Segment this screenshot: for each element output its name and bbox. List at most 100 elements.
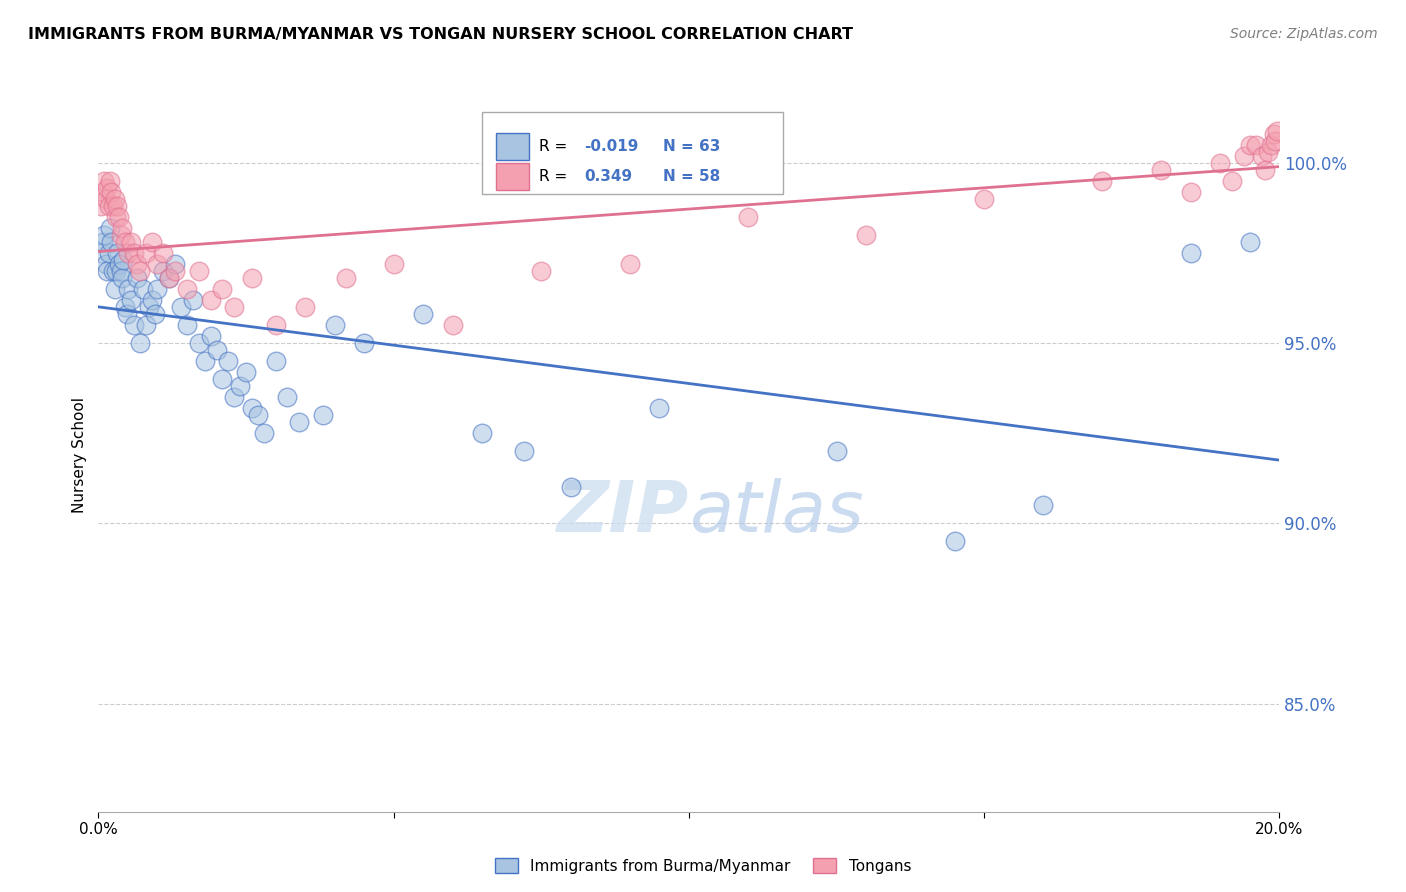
Point [170, 300, 193, 314]
Point [135, 246, 157, 260]
Point [108, 210, 131, 224]
Point [973, 192, 995, 206]
Point [122, 318, 145, 333]
Point [412, 307, 434, 321]
Point [240, 401, 263, 415]
Point [471, 426, 494, 441]
Point [224, 300, 246, 314]
Point [96, 181, 118, 195]
Point [112, 253, 135, 268]
Point [115, 307, 138, 321]
Point [1264, 134, 1286, 148]
Point [1250, 149, 1272, 163]
Text: R =: R = [538, 139, 572, 154]
Point [825, 444, 848, 458]
Point [1032, 499, 1054, 513]
Point [91, 185, 114, 199]
Point [211, 372, 233, 386]
Point [125, 257, 148, 271]
Point [1209, 156, 1232, 170]
Point [211, 282, 233, 296]
Point [530, 264, 553, 278]
Point [217, 354, 239, 368]
Point [1220, 174, 1243, 188]
Point [110, 264, 132, 278]
Point [120, 293, 142, 307]
Point [138, 300, 160, 314]
Point [141, 293, 163, 307]
Point [181, 293, 204, 307]
Point [93, 228, 115, 243]
Point [98, 199, 121, 213]
Point [1263, 127, 1285, 141]
Point [1091, 174, 1114, 188]
Point [105, 246, 128, 260]
Point [512, 444, 534, 458]
Point [110, 228, 132, 243]
Point [157, 271, 180, 285]
Point [1257, 145, 1279, 160]
Point [205, 343, 228, 358]
Text: Source: ZipAtlas.com: Source: ZipAtlas.com [1230, 27, 1378, 41]
FancyBboxPatch shape [496, 133, 530, 161]
Point [111, 220, 134, 235]
Point [323, 318, 346, 333]
Point [187, 336, 209, 351]
Point [353, 336, 375, 351]
Point [103, 199, 125, 213]
Point [103, 264, 125, 278]
FancyBboxPatch shape [496, 163, 530, 190]
Point [855, 228, 877, 243]
Point [117, 282, 139, 296]
Point [117, 246, 139, 260]
Point [125, 271, 148, 285]
Point [1265, 123, 1288, 137]
Point [111, 271, 134, 285]
Point [165, 264, 187, 278]
Point [96, 264, 118, 278]
Y-axis label: Nursery School: Nursery School [72, 397, 87, 513]
Text: N = 63: N = 63 [664, 139, 720, 154]
Point [94, 192, 117, 206]
Point [122, 246, 145, 260]
Point [98, 246, 121, 260]
Point [648, 401, 671, 415]
Point [146, 282, 169, 296]
Point [229, 379, 252, 393]
Text: atlas: atlas [689, 477, 863, 547]
Point [114, 235, 136, 250]
Point [194, 354, 217, 368]
Text: 0.349: 0.349 [583, 169, 631, 184]
Point [100, 185, 122, 199]
Point [90, 246, 112, 260]
Point [1244, 138, 1267, 153]
Point [276, 390, 298, 404]
Point [143, 307, 166, 321]
Point [132, 282, 155, 296]
Point [441, 318, 464, 333]
Point [176, 318, 198, 333]
Point [1254, 163, 1277, 178]
Point [176, 282, 198, 296]
Point [1239, 138, 1261, 153]
Point [288, 416, 311, 430]
Text: R =: R = [538, 169, 576, 184]
Point [619, 257, 641, 271]
Point [100, 235, 122, 250]
Point [224, 390, 246, 404]
Point [146, 257, 169, 271]
Point [152, 246, 174, 260]
Point [737, 210, 759, 224]
Point [253, 426, 276, 441]
Point [240, 271, 263, 285]
Point [1239, 235, 1261, 250]
Point [312, 409, 335, 423]
Text: ZIP: ZIP [557, 477, 689, 547]
Point [200, 293, 222, 307]
Text: IMMIGRANTS FROM BURMA/MYANMAR VS TONGAN NURSERY SCHOOL CORRELATION CHART: IMMIGRANTS FROM BURMA/MYANMAR VS TONGAN … [28, 27, 853, 42]
Text: -0.019: -0.019 [583, 139, 638, 154]
Point [135, 318, 157, 333]
Point [120, 235, 142, 250]
Point [128, 264, 150, 278]
Point [108, 257, 131, 271]
